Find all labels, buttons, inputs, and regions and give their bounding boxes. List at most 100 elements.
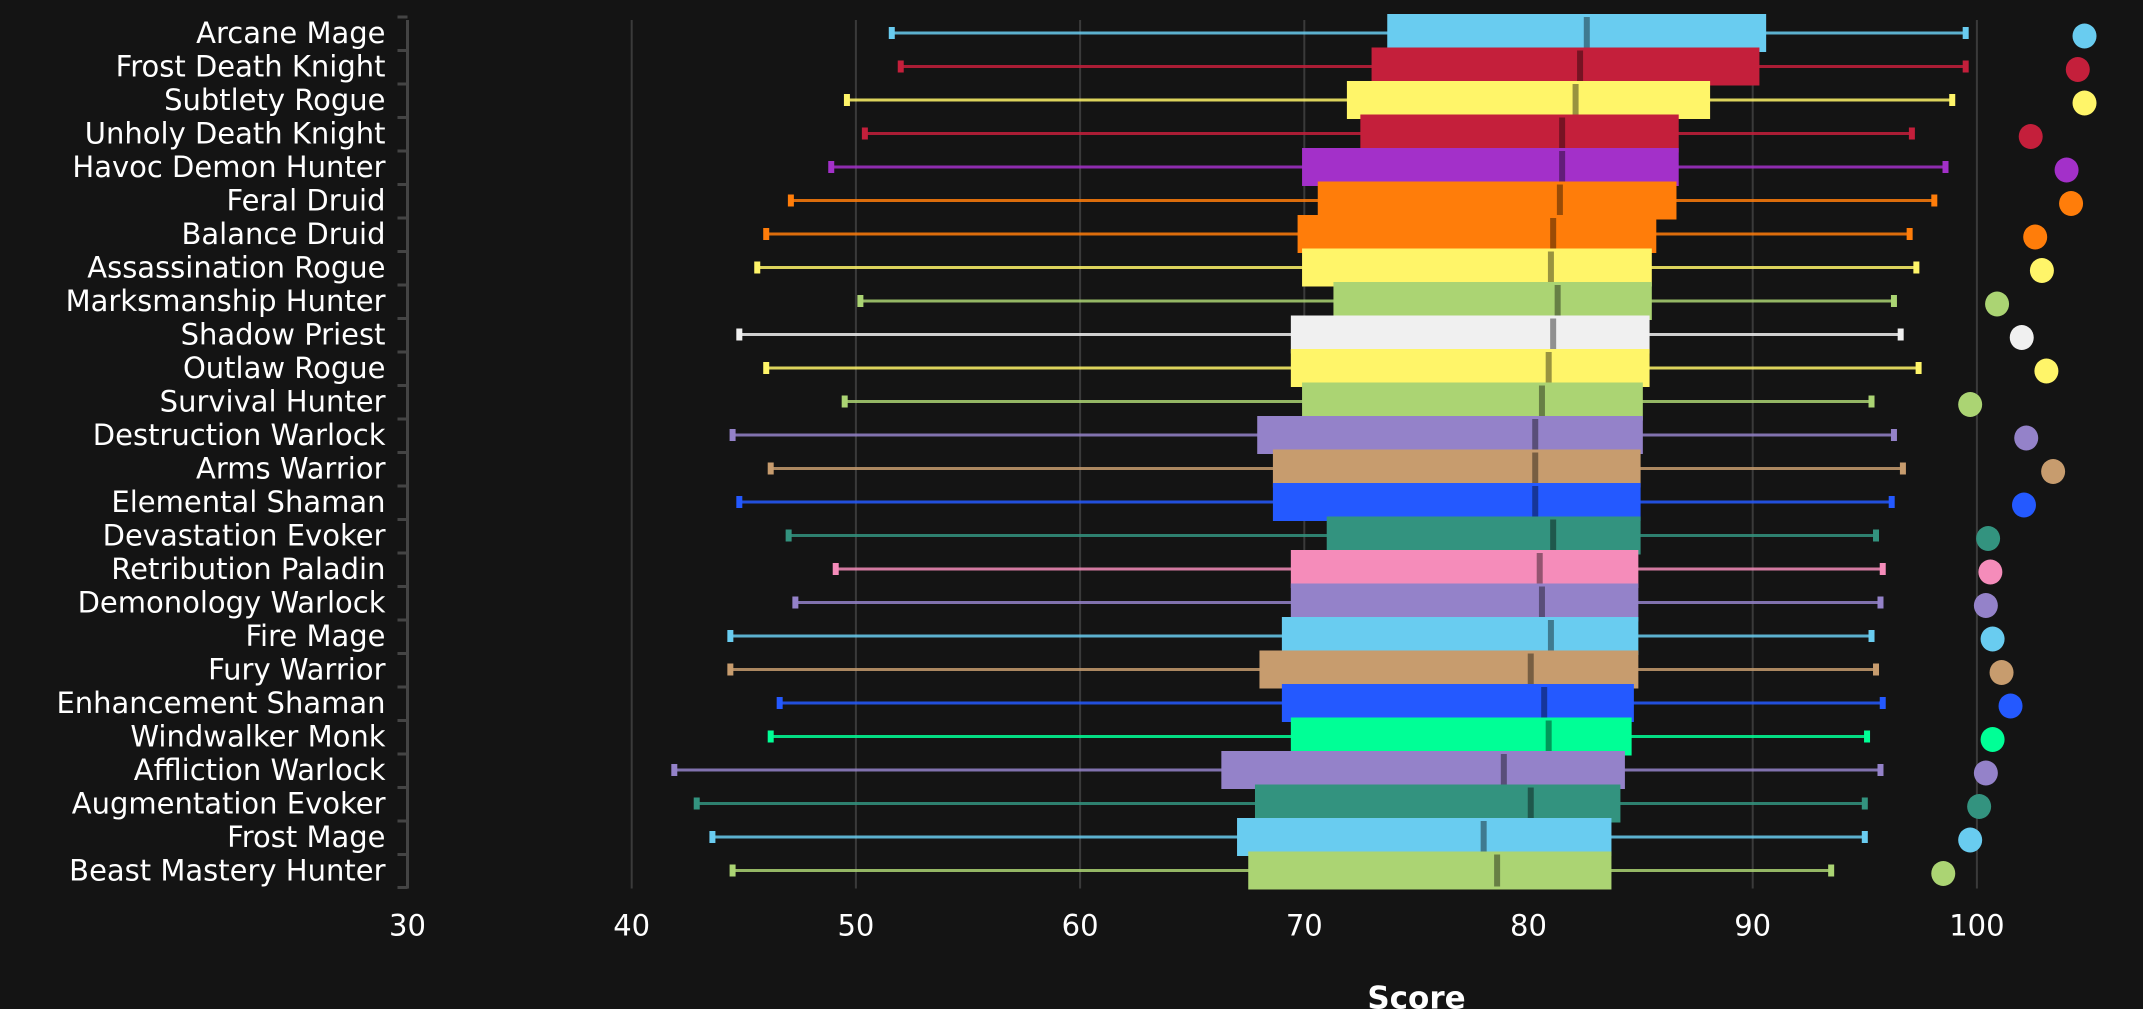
- max-point: [2041, 459, 2066, 484]
- iqr-box: [1360, 114, 1679, 153]
- median-marker: [1547, 620, 1554, 652]
- whisker-cap-high: [1899, 462, 1906, 475]
- category-label: Enhancement Shaman: [56, 686, 385, 720]
- max-point: [1978, 559, 2003, 585]
- box-group: [861, 114, 2043, 153]
- median-marker: [1554, 285, 1561, 317]
- max-point: [1985, 291, 2010, 317]
- max-point: [1980, 727, 2005, 752]
- x-tick-label: 60: [1062, 909, 1099, 943]
- box-group: [693, 784, 1992, 823]
- x-tick-label: 40: [613, 909, 650, 943]
- iqr-box: [1387, 14, 1767, 52]
- whisker-cap-low: [828, 161, 835, 173]
- category-label: Fire Mage: [245, 619, 385, 653]
- iqr-box: [1272, 449, 1641, 488]
- whisker-cap-low: [754, 261, 761, 274]
- category-label: Subtlety Rogue: [164, 83, 385, 117]
- category-label: Frost Death Knight: [116, 50, 386, 84]
- whisker-cap-low: [736, 328, 743, 341]
- box-group: [843, 81, 2097, 119]
- iqr-box: [1302, 248, 1652, 287]
- box-group: [729, 851, 1956, 890]
- whisker-cap-high: [1864, 730, 1871, 743]
- iqr-box: [1254, 784, 1621, 823]
- x-tick-label: 100: [1949, 909, 2004, 943]
- box-group: [785, 516, 2001, 555]
- iqr-box: [1237, 818, 1612, 856]
- whisker-cap-low: [888, 27, 895, 39]
- x-tick-label: 50: [837, 909, 874, 943]
- whisker-cap-low: [776, 697, 783, 709]
- median-marker: [1538, 586, 1545, 619]
- median-marker: [1559, 151, 1566, 183]
- category-label: Outlaw Rogue: [183, 351, 386, 385]
- x-axis: 30 40 50 60 70 80 90 100: [389, 909, 2005, 943]
- box-group: [727, 617, 2005, 655]
- iqr-box: [1297, 215, 1657, 253]
- median-marker: [1577, 50, 1584, 83]
- iqr-box: [1302, 382, 1643, 421]
- max-point: [2065, 57, 2090, 82]
- whisker-cap-low: [727, 630, 734, 642]
- max-point: [2023, 224, 2048, 250]
- whisker-cap-high: [1913, 261, 1920, 274]
- iqr-box: [1290, 349, 1650, 387]
- whisker-cap-low: [763, 228, 770, 240]
- median-marker: [1559, 117, 1566, 150]
- box-group: [841, 382, 1983, 421]
- box-group: [828, 148, 2079, 186]
- whisker-cap-low: [841, 395, 848, 408]
- whisker-cap-high: [1897, 328, 1904, 341]
- whisker-cap-low: [736, 496, 743, 508]
- median-marker: [1550, 218, 1557, 250]
- box-group: [832, 550, 2003, 588]
- median-marker: [1538, 385, 1545, 418]
- category-label: Survival Hunter: [160, 385, 386, 419]
- iqr-box: [1290, 550, 1639, 588]
- box-group: [792, 583, 1998, 622]
- whisker-cap-high: [1861, 797, 1868, 810]
- whisker-cap-low: [729, 429, 736, 441]
- max-point: [1958, 827, 1983, 853]
- whisker-cap-low: [792, 596, 799, 609]
- whisker-cap-high: [1828, 864, 1835, 877]
- box-group: [754, 248, 2054, 287]
- category-label: Shadow Priest: [181, 318, 386, 352]
- max-point: [2009, 325, 2034, 350]
- median-marker: [1532, 452, 1539, 485]
- median-marker: [1541, 687, 1548, 719]
- box-group: [888, 14, 2097, 52]
- x-tick-label: 70: [1286, 909, 1323, 943]
- max-point: [1931, 861, 1956, 886]
- whisker-cap-high: [1873, 663, 1880, 676]
- box-group: [897, 47, 2090, 86]
- max-point: [2054, 157, 2079, 183]
- whisker-cap-low: [693, 797, 700, 810]
- whisker-cap-low: [785, 529, 792, 542]
- whisker-cap-low: [787, 194, 794, 207]
- category-label: Feral Druid: [226, 184, 385, 218]
- whisker-cap-high: [1873, 529, 1880, 542]
- iqr-box: [1317, 181, 1677, 220]
- whisker-cap-low: [832, 563, 839, 575]
- max-point: [1998, 693, 2023, 719]
- box-group: [857, 282, 2010, 320]
- iqr-box: [1257, 416, 1643, 454]
- median-marker: [1532, 486, 1539, 518]
- max-point: [2011, 492, 2036, 518]
- whisker-cap-low: [843, 94, 850, 106]
- max-point: [2072, 23, 2097, 49]
- whisker-cap-high: [1931, 194, 1938, 207]
- category-label: Demonology Warlock: [78, 586, 386, 620]
- whisker-cap-low: [767, 462, 774, 475]
- max-point: [1973, 593, 1998, 618]
- whisker-cap-low: [767, 730, 774, 743]
- box-group: [671, 751, 1998, 789]
- median-marker: [1583, 17, 1590, 49]
- median-marker: [1500, 754, 1507, 786]
- iqr-box: [1371, 47, 1760, 86]
- iqr-box: [1221, 751, 1625, 789]
- category-label: Unholy Death Knight: [85, 117, 386, 151]
- whisker-cap-high: [1879, 697, 1886, 709]
